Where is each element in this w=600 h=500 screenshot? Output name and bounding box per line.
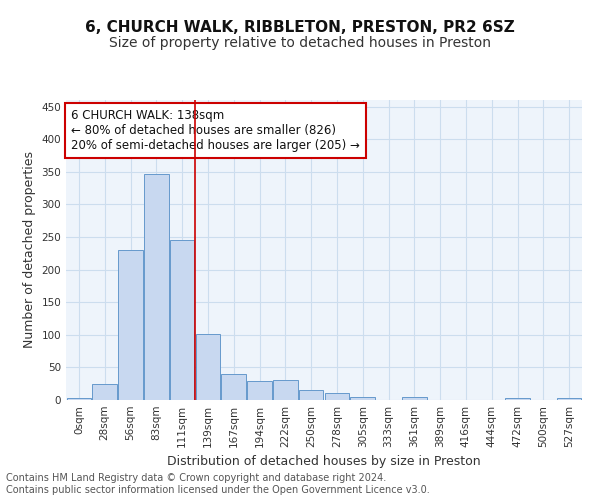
Bar [557, 398, 581, 400]
Bar [67, 398, 91, 400]
Bar [350, 396, 375, 400]
Bar [402, 398, 427, 400]
Bar [325, 393, 349, 400]
X-axis label: Distribution of detached houses by size in Preston: Distribution of detached houses by size … [167, 456, 481, 468]
Y-axis label: Number of detached properties: Number of detached properties [23, 152, 36, 348]
Bar [92, 384, 117, 400]
Text: 6, CHURCH WALK, RIBBLETON, PRESTON, PR2 6SZ: 6, CHURCH WALK, RIBBLETON, PRESTON, PR2 … [85, 20, 515, 35]
Bar [505, 398, 530, 400]
Bar [170, 240, 194, 400]
Bar [221, 374, 246, 400]
Bar [273, 380, 298, 400]
Text: Size of property relative to detached houses in Preston: Size of property relative to detached ho… [109, 36, 491, 50]
Bar [196, 334, 220, 400]
Text: 6 CHURCH WALK: 138sqm
← 80% of detached houses are smaller (826)
20% of semi-det: 6 CHURCH WALK: 138sqm ← 80% of detached … [71, 109, 360, 152]
Bar [299, 390, 323, 400]
Bar [144, 174, 169, 400]
Bar [118, 250, 143, 400]
Text: Contains HM Land Registry data © Crown copyright and database right 2024.
Contai: Contains HM Land Registry data © Crown c… [6, 474, 430, 495]
Bar [247, 381, 272, 400]
